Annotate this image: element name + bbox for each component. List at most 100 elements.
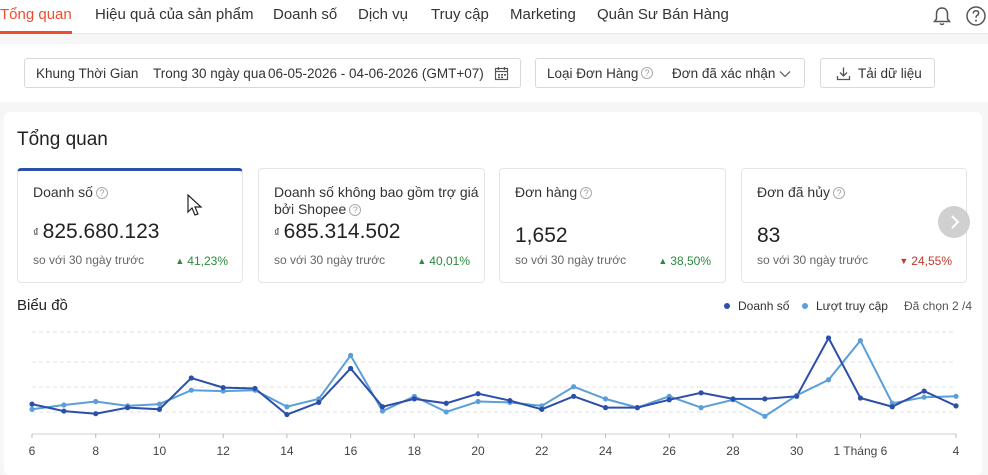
data-point [698, 390, 704, 396]
data-point [156, 401, 163, 407]
order-type-select[interactable]: Loại Đơn Hàng ? Đơn đã xác nhận [535, 58, 805, 88]
data-point [857, 395, 864, 401]
tab-quan-su-ban-hang[interactable]: Quân Sư Bán Hàng [597, 6, 729, 23]
metric-value: 1,652 [515, 224, 568, 247]
trend-up-icon: ▲ [658, 256, 668, 266]
tab-marketing[interactable]: Marketing [510, 6, 576, 23]
data-point [921, 388, 927, 394]
tab-doanh-so[interactable]: Doanh số [273, 6, 338, 23]
data-point [921, 394, 927, 400]
selected-metrics-count: Đã chọn 2 /4 [904, 299, 973, 313]
legend-dot [724, 303, 730, 309]
metric-label: Đơn hàng? [515, 184, 593, 201]
data-point [825, 335, 832, 341]
filter-bar: Khung Thời Gian Trong 30 ngày qua 06-05-… [0, 44, 988, 102]
data-point [93, 398, 99, 405]
data-point [634, 405, 640, 411]
data-point [762, 413, 768, 419]
data-point [93, 411, 99, 417]
overview-panel: Tổng quan Doanh số? ₫ 825.680.123 so với … [4, 112, 982, 475]
tab-dich-vu[interactable]: Dịch vụ [358, 6, 409, 23]
metric-card-doanh-so[interactable]: Doanh số? ₫ 825.680.123 so với 30 ngày tr… [17, 168, 243, 283]
metric-label: Đơn đã hủy? [757, 184, 846, 201]
data-point [953, 403, 959, 409]
trend-up-icon: ▲ [417, 256, 427, 266]
period-value: Trong 30 ngày qua [153, 66, 266, 81]
data-point [379, 404, 386, 410]
data-point [475, 398, 481, 405]
tab-tong-quan[interactable]: Tổng quan [0, 6, 72, 23]
data-point [539, 406, 545, 412]
data-point [348, 352, 354, 358]
x-tick-label: 30 [790, 444, 804, 458]
active-tab-indicator [0, 31, 72, 34]
help-icon[interactable] [965, 5, 987, 27]
chart-gridlines [32, 331, 956, 435]
series-line-doanh-so [31, 335, 957, 416]
data-point [953, 393, 959, 399]
help-icon: ? [349, 204, 362, 216]
metric-card-don-da-huy[interactable]: Đơn đã hủy? 83 so với 30 ngày trước ▼ 24,… [741, 168, 967, 283]
data-point [571, 393, 577, 399]
order-type-label: Loại Đơn Hàng [547, 66, 639, 81]
metric-change: ▲ 38,50% [658, 254, 711, 268]
legend-dot [802, 303, 808, 309]
data-point [443, 400, 449, 406]
data-point [284, 404, 290, 410]
data-point [475, 391, 481, 397]
series-line-luot-truy-cap [31, 338, 957, 418]
data-point [762, 396, 768, 402]
date-range-picker[interactable]: Khung Thời Gian Trong 30 ngày qua 06-05-… [24, 58, 521, 88]
data-point [411, 396, 417, 402]
data-point [188, 375, 194, 381]
x-tick-label: 28 [726, 444, 740, 458]
data-point [857, 338, 864, 344]
top-nav: Tổng quan Hiệu quả của sản phẩm Doanh số… [0, 0, 988, 34]
metric-compare-text: so với 30 ngày trước [515, 253, 627, 267]
x-tick-label: 24 [599, 444, 613, 458]
download-data-button[interactable]: Tải dữ liệu [820, 58, 935, 88]
bell-icon[interactable] [931, 5, 953, 27]
mouse-cursor-icon [187, 194, 203, 216]
data-point [666, 397, 672, 403]
metric-card-don-hang[interactable]: Đơn hàng? 1,652 so với 30 ngày trước ▲ 38… [499, 168, 726, 283]
data-point [29, 401, 35, 407]
data-point [61, 408, 67, 414]
x-tick-label: 22 [535, 444, 549, 458]
data-point [220, 384, 226, 391]
data-point [252, 385, 258, 392]
currency-symbol: ₫ [274, 227, 280, 239]
next-cards-button[interactable] [938, 206, 970, 238]
x-tick-label: 8 [92, 444, 99, 458]
metric-change: ▲ 41,23% [175, 254, 228, 268]
data-point [61, 402, 67, 408]
data-point [571, 384, 577, 390]
metric-label: Doanh số? [33, 184, 108, 201]
trend-down-icon: ▼ [899, 256, 909, 266]
metric-compare-text: so với 30 ngày trước [274, 253, 386, 267]
data-point [124, 405, 131, 411]
metric-change: ▼ 24,55% [899, 254, 952, 268]
data-point [316, 399, 322, 405]
metric-value: ₫ 825.680.123 [33, 220, 160, 243]
data-point [698, 405, 704, 411]
tab-hieu-qua-san-pham[interactable]: Hiệu quả của sản phẩm [95, 6, 254, 23]
data-point [602, 396, 609, 402]
x-tick-label: 4 [953, 444, 960, 458]
data-point [348, 365, 354, 372]
line-chart: 6 8 10 12 14 16 18 20 22 24 26 28 30 1 Tháng 6 4 [29, 331, 960, 458]
metric-value: ₫ 685.314.502 [274, 220, 401, 243]
overview-title: Tổng quan [17, 129, 108, 150]
legend-item-doanh-so[interactable]: Doanh số [724, 299, 789, 313]
legend-item-luot-truy-cap[interactable]: Lượt truy cập [802, 299, 888, 313]
tab-truy-cap[interactable]: Truy cập [431, 6, 489, 23]
x-tick-label: 26 [663, 444, 677, 458]
data-point [284, 411, 290, 418]
x-tick-label: 10 [153, 444, 167, 458]
data-point [507, 398, 513, 404]
metric-change: ▲ 40,01% [417, 254, 470, 268]
metric-card-doanh-so-khong-tro-gia[interactable]: Doanh số không bao gồm trợ giá bởi Shope… [258, 168, 485, 283]
download-icon [836, 67, 851, 81]
metric-compare-text: so với 30 ngày trước [757, 253, 869, 267]
metric-value: 83 [757, 224, 781, 247]
